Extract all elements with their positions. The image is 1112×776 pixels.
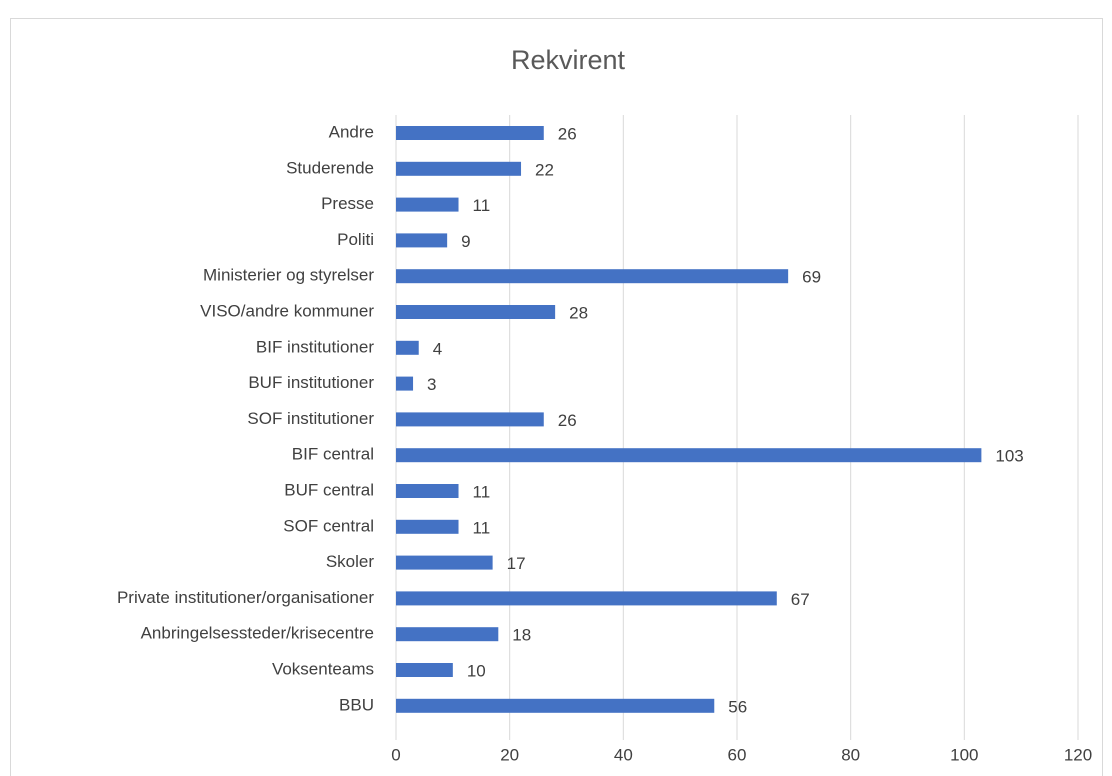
y-tick-label: SOF central bbox=[283, 516, 374, 535]
bar bbox=[396, 663, 453, 677]
bar bbox=[396, 412, 544, 427]
y-tick-label: Studerende bbox=[286, 158, 374, 177]
y-tick-label: Andre bbox=[329, 122, 374, 141]
data-label: 26 bbox=[558, 124, 577, 143]
y-tick-label: BUF central bbox=[284, 480, 374, 499]
y-tick-label: Ministerier og styrelser bbox=[203, 266, 374, 285]
bar bbox=[396, 197, 459, 212]
chart-title: Rekvirent bbox=[511, 45, 626, 75]
bar bbox=[396, 698, 715, 713]
bar bbox=[396, 519, 459, 534]
chart-frame bbox=[10, 18, 1103, 776]
data-label: 3 bbox=[427, 375, 436, 394]
data-label: 26 bbox=[558, 411, 577, 430]
data-label: 4 bbox=[433, 339, 442, 358]
data-label: 10 bbox=[467, 661, 486, 680]
x-tick-label: 40 bbox=[614, 745, 633, 764]
y-tick-label: BBU bbox=[339, 695, 374, 714]
x-tick-label: 60 bbox=[728, 745, 747, 764]
bar bbox=[396, 161, 522, 176]
data-label: 103 bbox=[995, 447, 1023, 466]
x-tick-label: 80 bbox=[841, 745, 860, 764]
y-tick-label: SOF institutioner bbox=[247, 409, 374, 428]
y-tick-label: Private institutioner/organisationer bbox=[117, 588, 374, 607]
bar bbox=[396, 591, 777, 606]
data-label: 18 bbox=[512, 626, 531, 645]
y-tick-label: Anbringelsessteder/krisecentre bbox=[141, 624, 374, 643]
bar bbox=[396, 126, 544, 140]
bar bbox=[396, 269, 789, 284]
y-tick-label: VISO/andre kommuner bbox=[200, 301, 374, 320]
y-tick-label: BIF central bbox=[292, 445, 374, 464]
data-label: 69 bbox=[802, 268, 821, 287]
x-tick-label: 100 bbox=[950, 745, 978, 764]
bar bbox=[396, 340, 419, 355]
bar bbox=[396, 233, 448, 248]
data-label: 28 bbox=[569, 303, 588, 322]
x-tick-label: 0 bbox=[391, 745, 400, 764]
data-label: 11 bbox=[473, 482, 491, 501]
bar bbox=[396, 448, 982, 463]
y-tick-label: BUF institutioner bbox=[248, 373, 374, 392]
y-tick-label: BIF institutioner bbox=[256, 337, 374, 356]
y-tick-label: Voksenteams bbox=[272, 659, 374, 678]
bar bbox=[396, 376, 414, 391]
bar bbox=[396, 305, 556, 319]
bar bbox=[396, 627, 499, 642]
y-tick-label: Politi bbox=[337, 230, 374, 249]
data-label: 67 bbox=[791, 590, 810, 609]
y-tick-label: Skoler bbox=[326, 552, 375, 571]
data-label: 56 bbox=[728, 697, 747, 716]
data-label: 11 bbox=[473, 518, 491, 537]
data-label: 17 bbox=[507, 554, 526, 573]
data-label: 9 bbox=[461, 232, 470, 251]
x-tick-label: 120 bbox=[1064, 745, 1092, 764]
data-label: 11 bbox=[473, 196, 491, 215]
bar bbox=[396, 555, 493, 570]
y-tick-label: Presse bbox=[321, 194, 374, 213]
bar bbox=[396, 484, 459, 498]
data-label: 22 bbox=[535, 160, 554, 179]
x-tick-label: 20 bbox=[500, 745, 519, 764]
